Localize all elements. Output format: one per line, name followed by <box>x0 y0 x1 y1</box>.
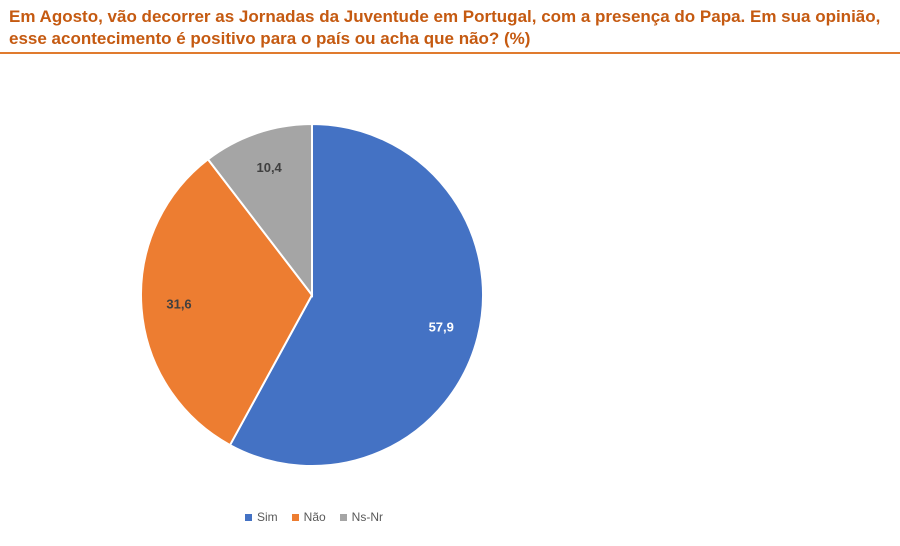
legend-item-nao: Não <box>291 510 326 524</box>
legend-swatch-sim <box>244 513 252 521</box>
legend-label-nao: Não <box>303 510 326 524</box>
legend-label-sim: Sim <box>256 510 278 524</box>
pie-slice-nao <box>140 157 314 447</box>
pie-slice-ns-nr <box>206 122 313 298</box>
legend: Sim Não Ns-Nr <box>0 510 628 524</box>
legend-label-ns-nr: Ns-Nr <box>351 510 383 524</box>
legend-item-sim: Sim <box>244 510 278 524</box>
data-label-ns-nr: 10,4 <box>256 160 282 175</box>
title-underline <box>0 52 900 54</box>
legend-swatch-ns-nr <box>339 513 347 521</box>
chart-title: Em Agosto, vão decorrer as Jornadas da J… <box>9 7 881 48</box>
pie-slice-sim <box>228 122 484 467</box>
legend-item-ns-nr: Ns-Nr <box>339 510 383 524</box>
data-label-nao: 31,6 <box>166 297 191 312</box>
legend-swatch-nao <box>291 513 299 521</box>
data-label-sim: 57,9 <box>429 319 454 334</box>
